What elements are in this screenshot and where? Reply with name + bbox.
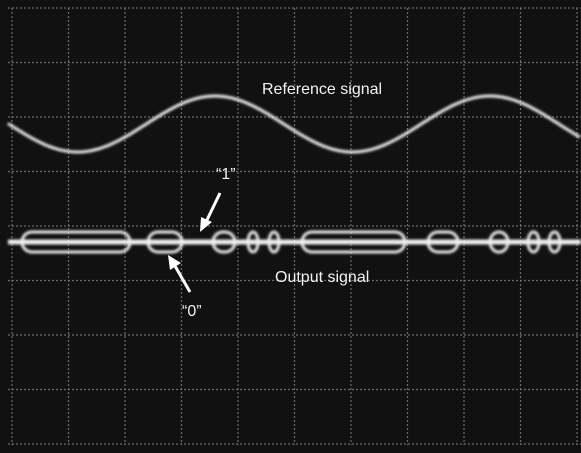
- output-label: Output signal: [275, 269, 369, 286]
- one-label: “1”: [216, 166, 236, 183]
- reference-label: Reference signal: [262, 81, 382, 98]
- oscilloscope-screen: Reference signal Output signal “1” “0”: [0, 0, 581, 453]
- zero-label: “0”: [182, 303, 202, 320]
- page: Reference signal Output signal “1” “0” (…: [0, 0, 581, 453]
